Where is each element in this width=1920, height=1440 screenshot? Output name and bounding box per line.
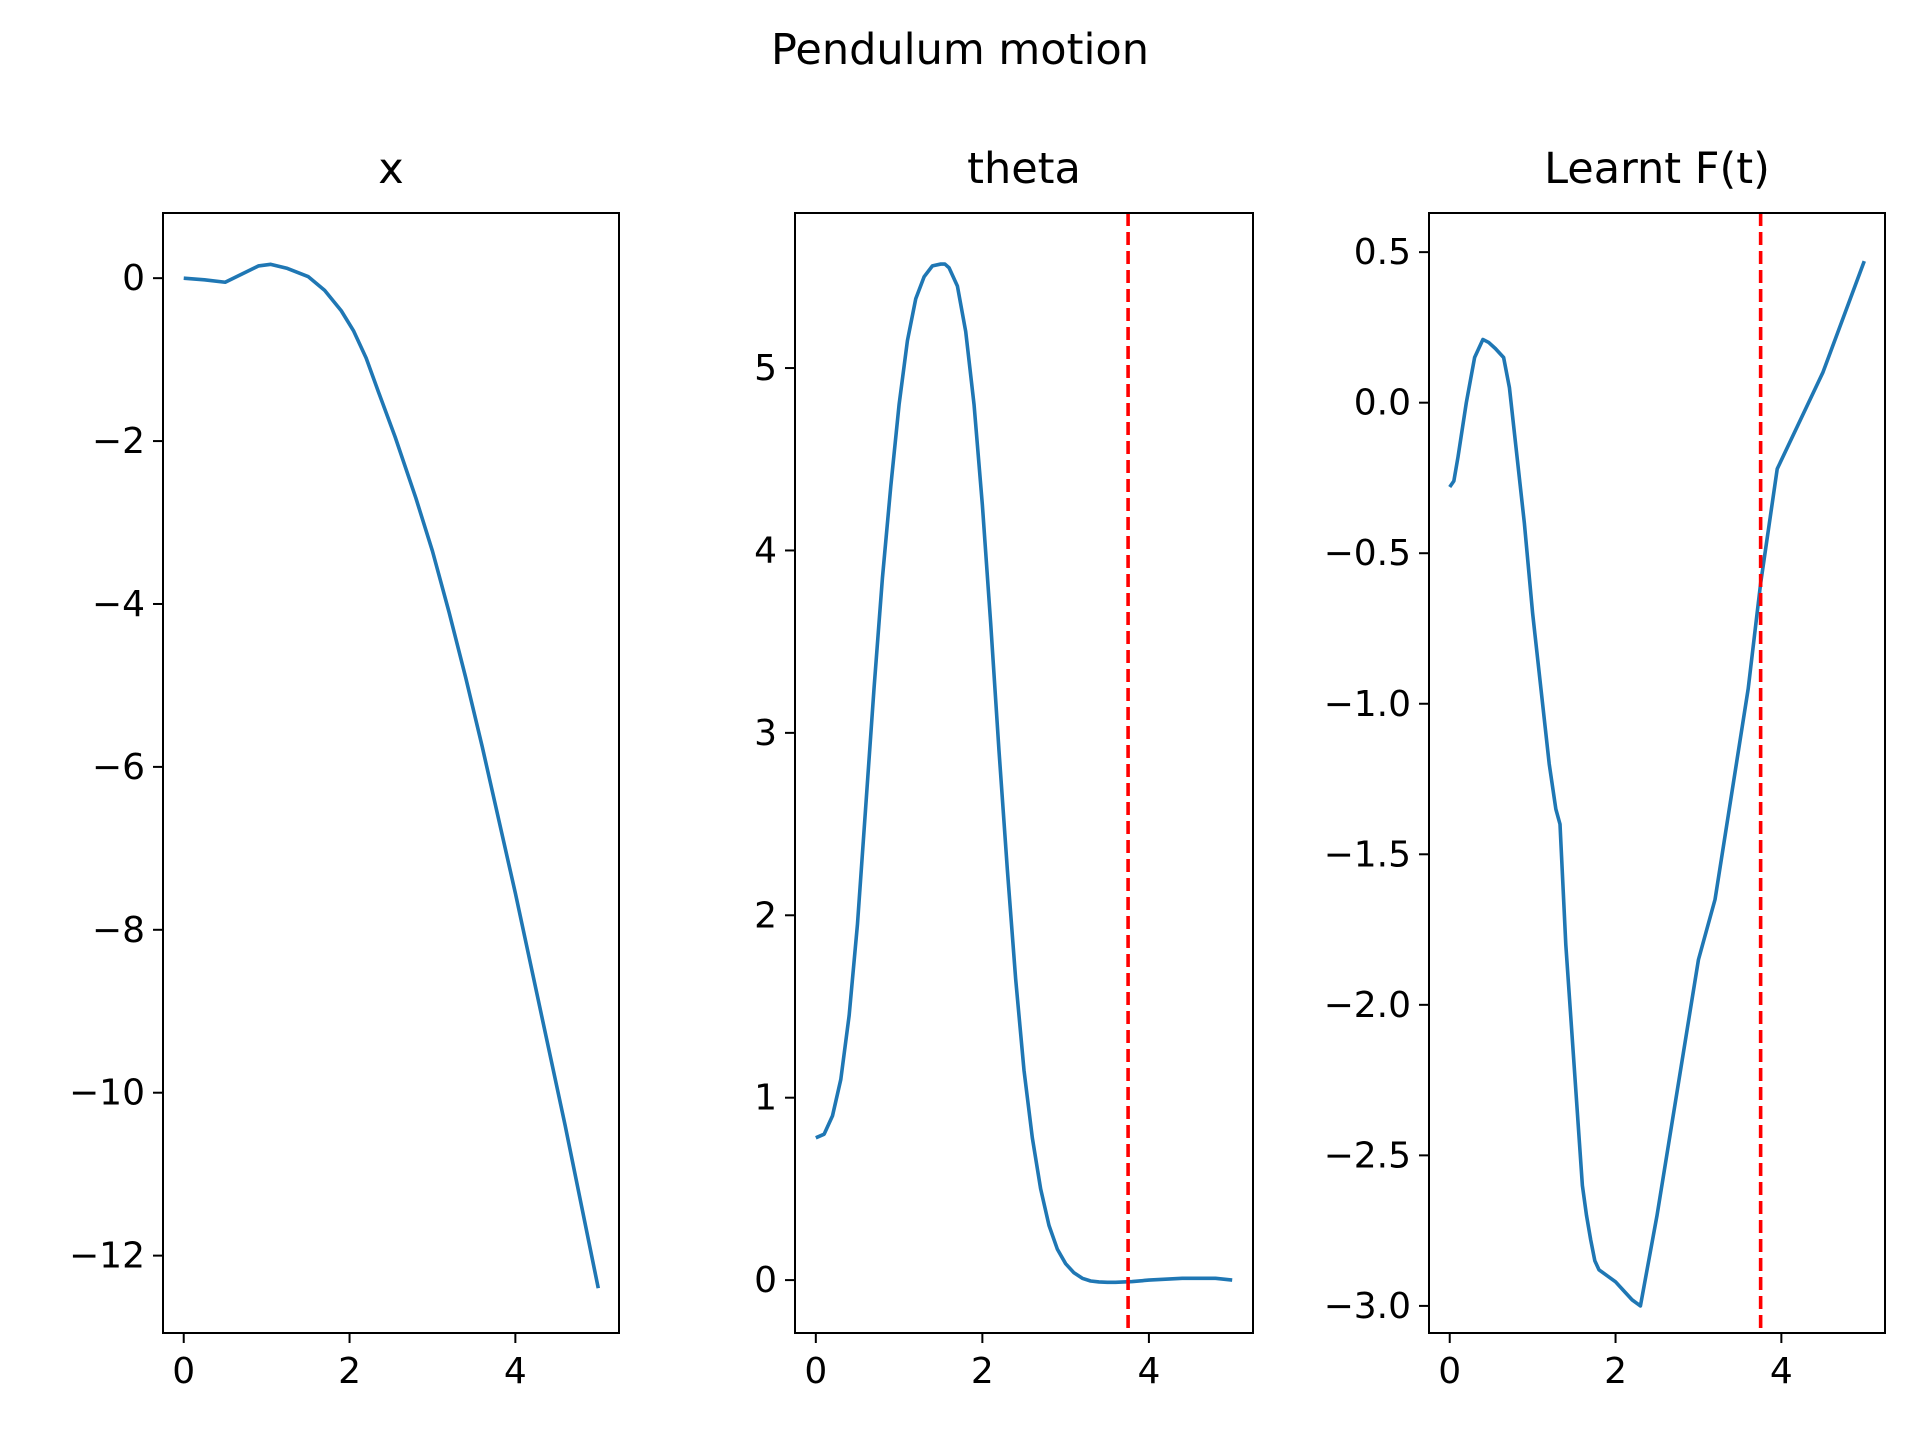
panel-title: x [378,144,403,194]
y-tick-label: −6 [92,747,145,788]
y-tick-label: −3.0 [1324,1286,1411,1327]
figure-title: Pendulum motion [771,25,1149,75]
y-tick-label: 1 [754,1078,777,1119]
y-tick-label: −2.5 [1324,1135,1411,1176]
subplot-2: theta 0 2 4 0 1 2 3 4 5 [754,144,1254,1392]
x-tick-label: 4 [1770,1351,1793,1392]
y-tick-label: 5 [754,348,777,389]
y-tick-label: −10 [69,1073,145,1114]
axes-frame [162,212,620,1334]
y-tick-label: 4 [754,530,777,571]
y-tick-label: −12 [69,1236,145,1277]
y-tick-label: 0 [122,258,145,299]
y-tick-label: −8 [92,910,145,951]
x-tick-label: 2 [971,1351,994,1392]
y-tick-label: −2 [92,421,145,462]
series-line [1448,260,1866,1308]
y-tick-label: 0.0 [1354,383,1411,424]
y-tick-label: 0 [754,1260,777,1301]
series-line [815,262,1233,1285]
y-tick-label: 2 [754,895,777,936]
x-tick-label: 4 [504,1351,527,1392]
y-tick-label: 3 [754,713,777,754]
x-tick-label: 0 [804,1351,827,1392]
subplot-1: x 0 2 4 0 −2 −4 −6 −8 −10 −12 [69,144,620,1392]
panel-title: Learnt F(t) [1544,144,1770,194]
y-tick-label: −0.5 [1324,533,1411,574]
y-tick-label: −1.5 [1324,834,1411,875]
y-tick-label: −1.0 [1324,684,1411,725]
panel-title: theta [967,144,1081,194]
x-tick-label: 4 [1137,1351,1160,1392]
subplot-3: Learnt F(t) 0 2 4 0.5 0.0 −0.5 −1.0 −1.5 −2.0 −2.5… [1324,144,1886,1392]
x-tick-label: 0 [1438,1351,1461,1392]
series-line [183,262,601,1289]
axes-frame [794,212,1254,1334]
x-tick-label: 2 [338,1351,361,1392]
axes-frame [1428,212,1886,1334]
x-tick-label: 0 [172,1351,195,1392]
subplots: x 0 2 4 0 −2 −4 −6 −8 −10 −12 theta 0 2 4 0 1 2 3 4 5 Learnt … [69,144,1886,1392]
y-tick-label: −4 [92,584,145,625]
y-tick-label: −2.0 [1324,985,1411,1026]
y-tick-label: 0.5 [1354,232,1411,273]
x-tick-label: 2 [1604,1351,1627,1392]
